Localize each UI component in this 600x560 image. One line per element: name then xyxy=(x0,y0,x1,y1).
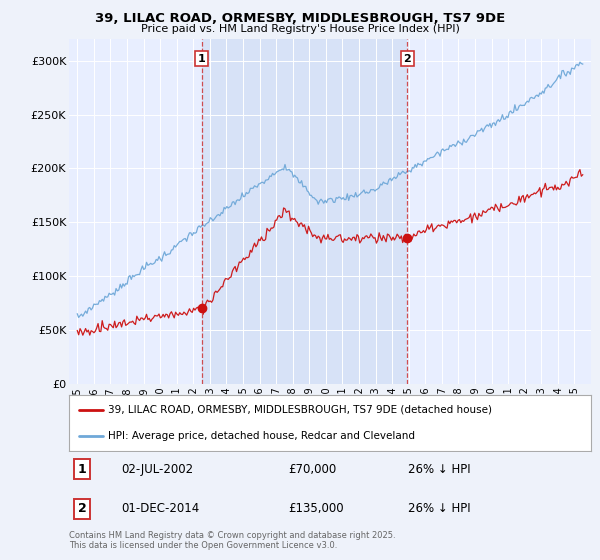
Text: £135,000: £135,000 xyxy=(288,502,344,515)
Text: HPI: Average price, detached house, Redcar and Cleveland: HPI: Average price, detached house, Redc… xyxy=(108,431,415,441)
Text: 01-DEC-2014: 01-DEC-2014 xyxy=(121,502,199,515)
Text: 02-JUL-2002: 02-JUL-2002 xyxy=(121,463,193,476)
Text: Price paid vs. HM Land Registry's House Price Index (HPI): Price paid vs. HM Land Registry's House … xyxy=(140,24,460,34)
Text: 26% ↓ HPI: 26% ↓ HPI xyxy=(409,502,471,515)
Text: 2: 2 xyxy=(77,502,86,515)
Text: 39, LILAC ROAD, ORMESBY, MIDDLESBROUGH, TS7 9DE: 39, LILAC ROAD, ORMESBY, MIDDLESBROUGH, … xyxy=(95,12,505,25)
Bar xyxy=(202,39,407,384)
Text: 39, LILAC ROAD, ORMESBY, MIDDLESBROUGH, TS7 9DE (detached house): 39, LILAC ROAD, ORMESBY, MIDDLESBROUGH, … xyxy=(108,405,492,415)
Text: 1: 1 xyxy=(77,463,86,476)
Text: 26% ↓ HPI: 26% ↓ HPI xyxy=(409,463,471,476)
Text: Contains HM Land Registry data © Crown copyright and database right 2025.
This d: Contains HM Land Registry data © Crown c… xyxy=(69,531,395,550)
Text: 1: 1 xyxy=(197,54,205,64)
Text: £70,000: £70,000 xyxy=(288,463,337,476)
Text: 2: 2 xyxy=(404,54,411,64)
